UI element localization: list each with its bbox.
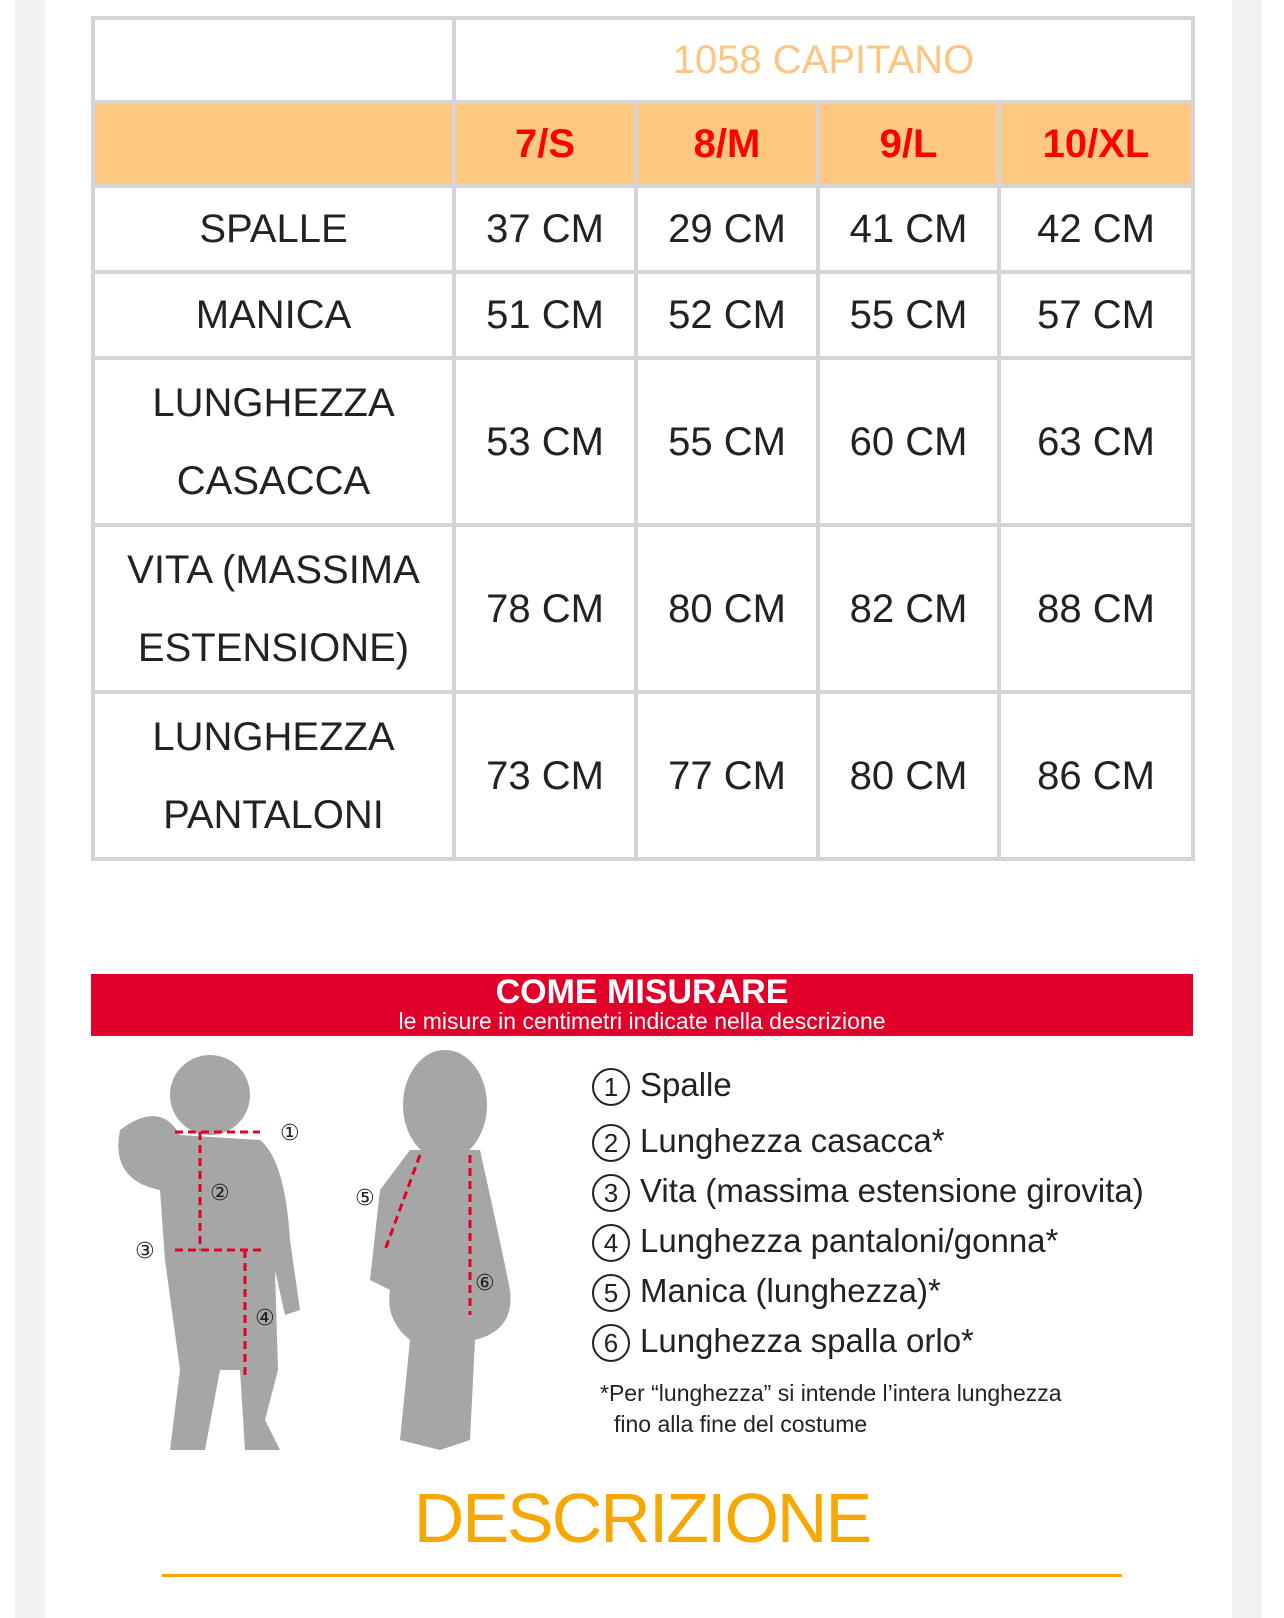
cell: 60 CM	[816, 356, 1001, 527]
row-label: SPALLE	[91, 184, 456, 274]
footnote-line: fino alla fine del costume	[614, 1411, 868, 1437]
how-to-measure-banner: COME MISURARE le misure in centimetri in…	[91, 974, 1193, 1036]
cell: 73 CM	[452, 690, 638, 861]
row-label: LUNGHEZZA PANTALONI	[91, 690, 456, 861]
legend-label: Vita (massima estensione girovita)	[640, 1172, 1144, 1209]
circled-number-icon: 3	[592, 1174, 630, 1213]
cell: 55 CM	[634, 356, 820, 527]
legend-label: Lunghezza casacca*	[640, 1122, 945, 1159]
svg-text:④: ④	[255, 1306, 275, 1331]
size-header: 7/S	[452, 100, 638, 188]
product-title: 1058 CAPITANO	[452, 16, 1195, 104]
legend-item: 1 Spalle	[592, 1060, 1144, 1110]
page-gutter-left	[15, 0, 45, 1618]
cell: 51 CM	[452, 270, 638, 360]
size-header: 9/L	[816, 100, 1001, 188]
child-silhouette-back	[370, 1050, 511, 1450]
cell: 78 CM	[452, 523, 638, 694]
measurement-lines	[175, 1130, 472, 1380]
svg-text:③: ③	[135, 1239, 155, 1264]
row-label-line: CASACCA	[176, 458, 371, 503]
banner-subtitle: le misure in centimetri indicate nella d…	[398, 1008, 886, 1034]
length-footnote: *Per “lunghezza” si intende l’intera lun…	[600, 1378, 1062, 1440]
cell: 80 CM	[634, 523, 820, 694]
legend-item: 2 Lunghezza casacca*	[592, 1116, 1144, 1166]
cell: 86 CM	[997, 690, 1195, 861]
measurement-silhouettes-illustration: ① ② ③ ④ ⑤ ⑥	[118, 1050, 511, 1450]
row-label: LUNGHEZZA CASACCA	[91, 356, 456, 527]
corner-cell	[91, 16, 456, 104]
section-divider	[162, 1574, 1122, 1577]
cell: 55 CM	[816, 270, 1001, 360]
legend-item: 6 Lunghezza spalla orlo*	[592, 1316, 1144, 1366]
legend-label: Lunghezza spalla orlo*	[640, 1322, 974, 1359]
cell: 82 CM	[816, 523, 1001, 694]
measurement-legend: 1 Spalle 2 Lunghezza casacca* 3 Vita (massi…	[592, 1060, 1144, 1366]
table-row: SPALLE 37 CM 29 CM 41 CM 42 CM	[91, 184, 1195, 274]
table-row: LUNGHEZZA PANTALONI 73 CM 77 CM 80 CM 86 …	[91, 690, 1195, 861]
svg-text:⑥: ⑥	[475, 1271, 495, 1296]
svg-text:⑤: ⑤	[355, 1186, 375, 1211]
legend-item: 5 Manica (lunghezza)*	[592, 1266, 1144, 1316]
size-header: 10/XL	[997, 100, 1195, 188]
size-table: 1058 CAPITANO 7/S 8/M 9/L 10/XL SPALLE 3…	[91, 16, 1195, 861]
banner-title: COME MISURARE	[495, 973, 789, 1011]
cell: 52 CM	[634, 270, 820, 360]
child-silhouette-front	[118, 1055, 300, 1450]
cell: 41 CM	[816, 184, 1001, 274]
circled-number-icon: 1	[592, 1068, 630, 1107]
row-label-line: LUNGHEZZA	[152, 380, 395, 425]
row-label-line: ESTENSIONE)	[137, 625, 410, 670]
legend-label: Manica (lunghezza)*	[640, 1272, 941, 1309]
cell: 80 CM	[816, 690, 1001, 861]
cell: 57 CM	[997, 270, 1195, 360]
legend-item: 4 Lunghezza pantaloni/gonna*	[592, 1216, 1144, 1266]
cell: 88 CM	[997, 523, 1195, 694]
row-label-line: VITA (MASSIMA	[127, 547, 420, 592]
page-gutter-right	[1232, 0, 1262, 1618]
size-header-row: 7/S 8/M 9/L 10/XL	[91, 100, 1195, 188]
circled-number-icon: 4	[592, 1224, 630, 1263]
row-label-line: LUNGHEZZA	[152, 714, 395, 759]
cell: 29 CM	[634, 184, 820, 274]
header-blank	[91, 100, 456, 188]
cell: 77 CM	[634, 690, 820, 861]
section-heading: DESCRIZIONE	[413, 1479, 872, 1557]
cell: 63 CM	[997, 356, 1195, 527]
table-row: MANICA 51 CM 52 CM 55 CM 57 CM	[91, 270, 1195, 360]
table-row: VITA (MASSIMA ESTENSIONE) 78 CM 80 CM 82 …	[91, 523, 1195, 694]
circled-number-icon: 5	[592, 1274, 630, 1313]
circled-number-icon: 2	[592, 1124, 630, 1163]
row-label-line: PANTALONI	[163, 792, 384, 837]
cell: 42 CM	[997, 184, 1195, 274]
footnote-line: *Per “lunghezza” si intende l’intera lun…	[600, 1380, 1062, 1406]
cell: 37 CM	[452, 184, 638, 274]
svg-text:②: ②	[210, 1181, 230, 1206]
legend-label: Spalle	[640, 1066, 732, 1103]
svg-text:①: ①	[280, 1121, 300, 1146]
legend-label: Lunghezza pantaloni/gonna*	[640, 1222, 1059, 1259]
circled-number-icon: 6	[592, 1324, 630, 1363]
cell: 53 CM	[452, 356, 638, 527]
row-label: VITA (MASSIMA ESTENSIONE)	[91, 523, 456, 694]
table-row: LUNGHEZZA CASACCA 53 CM 55 CM 60 CM 63 CM	[91, 356, 1195, 527]
measurement-number-markers: ① ② ③ ④ ⑤ ⑥	[135, 1121, 495, 1331]
legend-item: 3 Vita (massima estensione girovita)	[592, 1166, 1144, 1216]
size-header: 8/M	[634, 100, 820, 188]
row-label: MANICA	[91, 270, 456, 360]
